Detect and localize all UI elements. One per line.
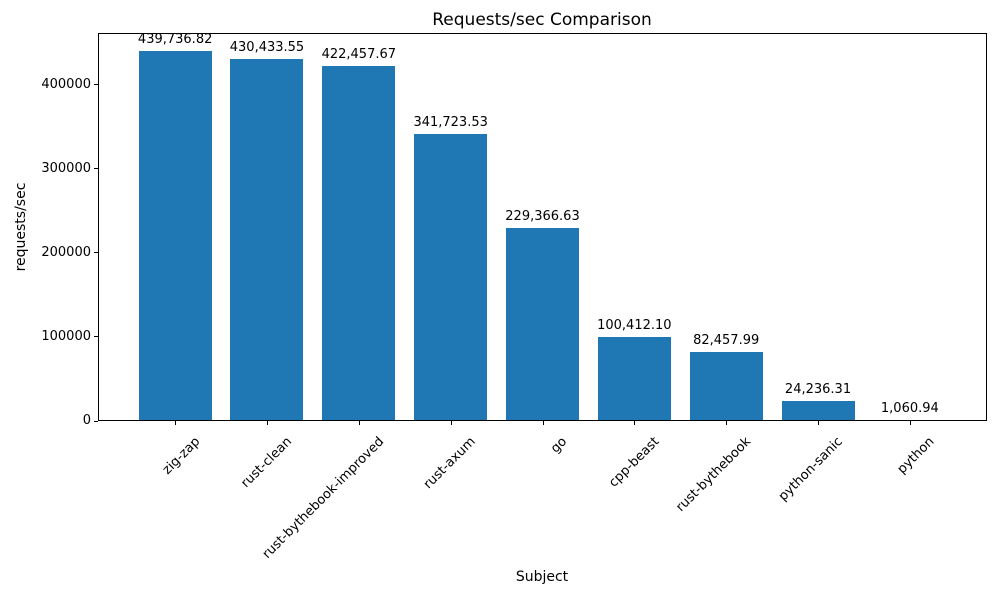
y-tick-mark — [94, 168, 98, 170]
bar-rust-axum — [414, 133, 488, 421]
y-tick-label: 100000 — [41, 328, 91, 344]
chart-title: Requests/sec Comparison — [432, 10, 652, 30]
x-tick-mark — [909, 421, 911, 425]
y-tick-mark — [94, 252, 98, 254]
x-tick-mark — [450, 421, 452, 425]
y-tick-label: 300000 — [41, 160, 91, 176]
x-tick-label: zig-zap — [159, 434, 204, 478]
x-tick-mark — [542, 421, 544, 425]
bar-python-sanic — [781, 400, 855, 421]
bar-zig-zap — [138, 51, 212, 421]
x-tick-label: rust-axum — [420, 434, 479, 493]
x-tick-mark — [358, 421, 360, 425]
bar-value-label: 430,433.55 — [229, 40, 305, 56]
bar-value-label: 82,457.99 — [693, 332, 760, 348]
bar-value-label: 341,723.53 — [413, 114, 488, 130]
bar-value-label: 100,412.10 — [597, 317, 672, 333]
bar-value-label: 24,236.31 — [784, 381, 852, 397]
x-tick-label: python-sanic — [775, 434, 846, 505]
bar-value-label: 1,060.94 — [880, 401, 939, 416]
y-tick-label: 0 — [82, 413, 91, 428]
x-tick-mark — [634, 421, 636, 425]
y-tick-label: 400000 — [41, 76, 91, 92]
x-tick-mark — [726, 421, 728, 425]
y-tick-mark — [94, 84, 98, 86]
y-axis-label: requests/sec — [13, 182, 29, 272]
x-tick-mark — [818, 421, 820, 425]
y-tick-label: 200000 — [41, 244, 91, 260]
x-tick-mark — [266, 421, 268, 425]
bar-cpp-beast — [597, 336, 671, 421]
bar-rust-clean — [230, 59, 304, 421]
bar-go — [506, 228, 579, 421]
bar-rust-bythebook-improved — [322, 65, 396, 421]
y-tick-mark — [94, 336, 98, 338]
bar-value-label: 439,736.82 — [137, 32, 213, 48]
x-tick-label: rust-clean — [238, 434, 295, 491]
bar-rust-bythebook — [689, 351, 763, 421]
x-tick-label: rust-bythebook — [673, 434, 755, 515]
x-axis-label: Subject — [515, 569, 569, 585]
bar-value-label: 229,366.63 — [505, 209, 580, 225]
x-tick-mark — [175, 421, 177, 425]
x-tick-label: python — [894, 434, 938, 478]
bar-value-label: 422,457.67 — [321, 46, 397, 62]
x-tick-label: cpp-beast — [606, 434, 663, 491]
y-tick-mark — [94, 420, 98, 422]
x-tick-label: go — [548, 434, 571, 457]
